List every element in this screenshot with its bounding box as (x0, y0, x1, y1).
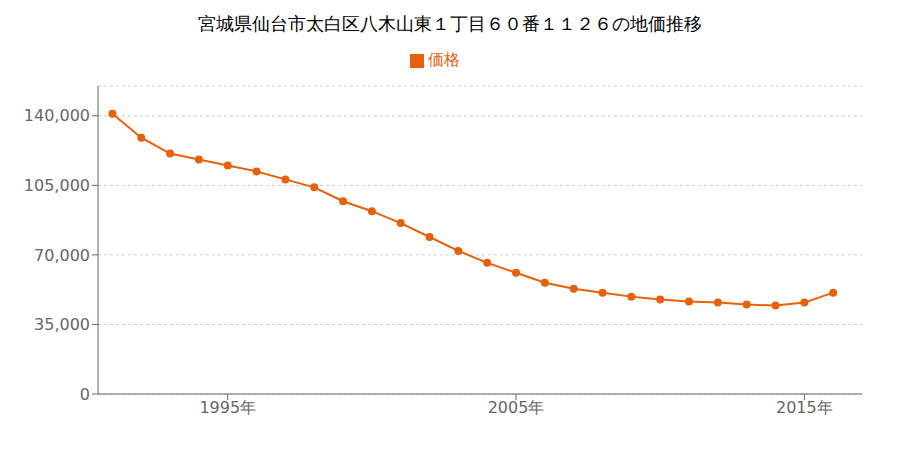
svg-text:35,000: 35,000 (34, 315, 90, 334)
svg-text:2015年: 2015年 (776, 398, 833, 417)
svg-text:70,000: 70,000 (34, 246, 90, 265)
svg-text:1995年: 1995年 (199, 398, 256, 417)
svg-text:105,000: 105,000 (24, 176, 90, 195)
svg-text:140,000: 140,000 (24, 106, 90, 125)
html-text:価格: 価格 (428, 50, 460, 69)
svg-text:2005年: 2005年 (488, 398, 545, 417)
html-text:宮城県仙台市太白区八木山東１丁目６０番１１２６の地価推移: 宮城県仙台市太白区八木山東１丁目６０番１１２６の地価推移 (198, 13, 702, 34)
svg-text:0: 0 (80, 385, 90, 404)
